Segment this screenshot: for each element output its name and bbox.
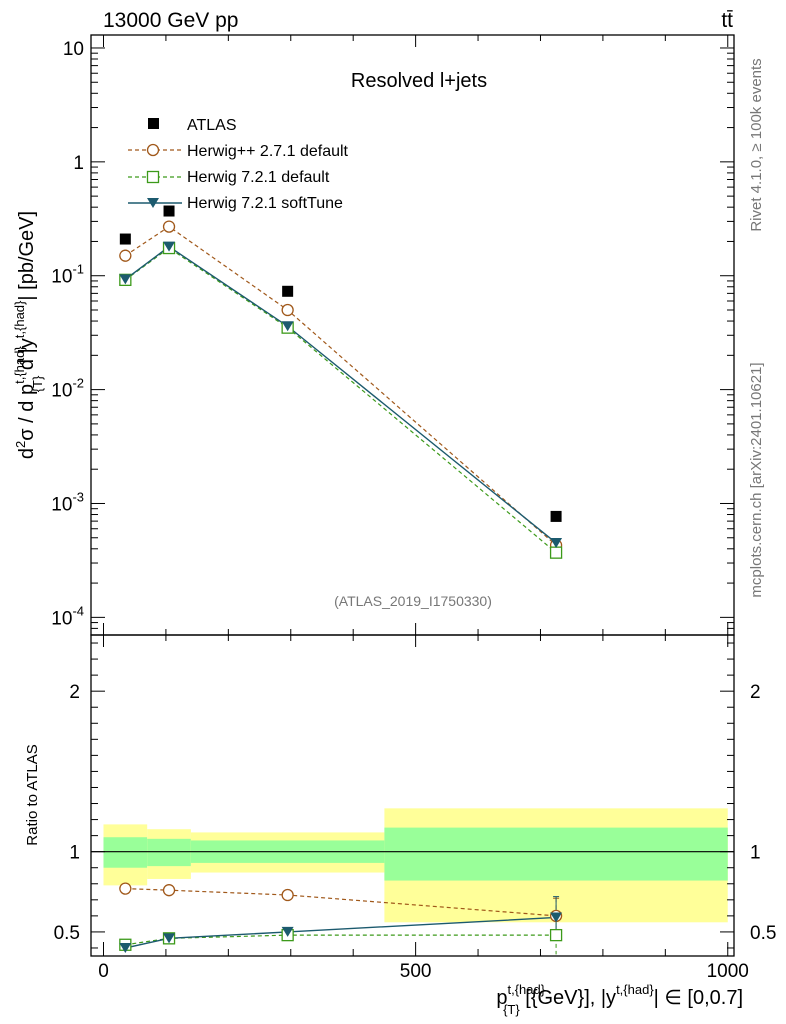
svg-text:d2σ / d pt,{had}{T} d |yt,{had: d2σ / d pt,{had}{T} d |yt,{had}| [pb/GeV… — [12, 211, 45, 459]
main-point-herwig721-3 — [549, 546, 563, 559]
ratio-line-herwigpp — [125, 887, 557, 917]
ratio-xtick-label-1: 500 — [400, 961, 432, 982]
main-point-softtune-1 — [163, 241, 176, 252]
main-point-herwigpp-0 — [119, 249, 132, 262]
ratio-point-softtune-1 — [163, 933, 176, 944]
main-marks — [119, 205, 563, 559]
ratio-point-herwigpp-0 — [119, 882, 132, 895]
main-ytick-label-0: 10 — [63, 39, 84, 60]
legend-atlas-marker — [148, 118, 159, 129]
main-point-softtune-3 — [550, 537, 563, 548]
svg-text:pt,{had}{T} [{GeV}], |yt,{had}: pt,{had} {T} [{GeV}], |yt,{had}| ∈ [0,0.7… — [496, 982, 743, 1017]
ratio-xtick-label-0: 0 — [98, 961, 109, 982]
energy-label: 13000 GeV pp — [103, 9, 238, 32]
main-panel: 10 1 10-1 10-2 10-3 10-4 Resolved l+jets (ATL… — [51, 34, 735, 636]
main-ylabel: d2σ / d pt,{had}{T} d |yt,{had}| [pb/GeV… — [12, 211, 45, 459]
ratio-ytick-label-r-2: 2 — [750, 682, 761, 703]
ratio-ytick-label-1: 1 — [69, 843, 80, 864]
ratio-ytick-label-r-0: 0.5 — [750, 923, 776, 944]
main-point-softtune-2 — [281, 321, 294, 332]
main-point-atlas-1 — [163, 205, 175, 217]
main-point-herwigpp-1 — [162, 220, 176, 233]
main-line-herwig721 — [124, 247, 557, 554]
ratio-frame — [90, 634, 735, 957]
main-ytick-label-1: 1 — [73, 153, 84, 174]
ratio-band-inner-3 — [384, 827, 728, 881]
legend-atlas-label: ATLAS — [187, 117, 237, 134]
main-ytick-label-2: 10-1 — [51, 262, 84, 288]
legend-herwig721-marker — [146, 170, 160, 184]
ratio-point-herwigpp-2 — [281, 888, 294, 902]
legend-softtune-label: Herwig 7.2.1 softTune — [187, 195, 343, 212]
ratio-point-herwigpp-1 — [162, 884, 176, 897]
legend-herwigpp-marker — [146, 143, 160, 157]
main-point-atlas-3 — [550, 510, 562, 522]
mcplots-label: mcplots.cern.ch [arXiv:2401.10621] — [748, 362, 765, 597]
ratio-panel: 0.5 0.5 1 1 2 2 0 500 1000 Ratio to ATLAS — [24, 634, 776, 982]
main-line-softtune — [124, 245, 557, 544]
main-ytick-label-3: 10-2 — [51, 376, 84, 402]
main-title: Resolved l+jets — [351, 70, 487, 92]
main-point-herwigpp-2 — [281, 303, 294, 317]
analysis-watermark: (ATLAS_2019_I1750330) — [334, 593, 492, 609]
ratio-ytick-label-2: 2 — [69, 682, 80, 703]
main-axes: 10 1 10-1 10-2 10-3 10-4 — [51, 35, 734, 636]
ratio-band-inner-0 — [103, 837, 148, 868]
legend-softtune-marker — [147, 198, 159, 208]
legend: ATLAS Herwig++ 2.7.1 default Herwig 7.2.… — [128, 117, 349, 212]
process-label: tt̄ — [721, 9, 733, 32]
main-ytick-label-5: 10-4 — [51, 603, 84, 629]
xlabel: pt,{had} {T} [{GeV}], |yt,{had}| ∈ [0,0.7… — [496, 982, 743, 1017]
ratio-line-softtune — [125, 916, 557, 949]
ratio-point-herwig721-3 — [549, 928, 563, 942]
ratio-band-inner-1 — [147, 838, 191, 867]
rivet-label: Rivet 4.1.0, ≥ 100k events — [748, 58, 765, 231]
ratio-point-softtune-0 — [119, 942, 132, 953]
main-point-atlas-2 — [282, 285, 294, 297]
ratio-ytick-label-r-1: 1 — [750, 843, 761, 864]
ratio-line-herwig721 — [125, 934, 557, 946]
ratio-ylabel: Ratio to ATLAS — [24, 744, 41, 845]
ratio-bands — [103, 808, 728, 923]
ratio-marks — [119, 882, 563, 955]
ratio-point-softtune-3 — [550, 912, 563, 923]
legend-herwig721-label: Herwig 7.2.1 default — [187, 169, 330, 186]
ratio-axes: 0.5 0.5 1 1 2 2 0 500 1000 — [54, 635, 776, 982]
ratio-ytick-label-0: 0.5 — [54, 923, 80, 944]
main-point-softtune-0 — [119, 274, 132, 285]
ratio-point-softtune-2 — [281, 926, 294, 937]
main-ytick-label-4: 10-3 — [51, 489, 84, 515]
ratio-xtick-label-2: 1000 — [707, 961, 749, 982]
main-point-atlas-0 — [119, 233, 131, 245]
legend-herwigpp-label: Herwig++ 2.7.1 default — [187, 143, 349, 160]
main-line-herwigpp — [125, 225, 557, 546]
